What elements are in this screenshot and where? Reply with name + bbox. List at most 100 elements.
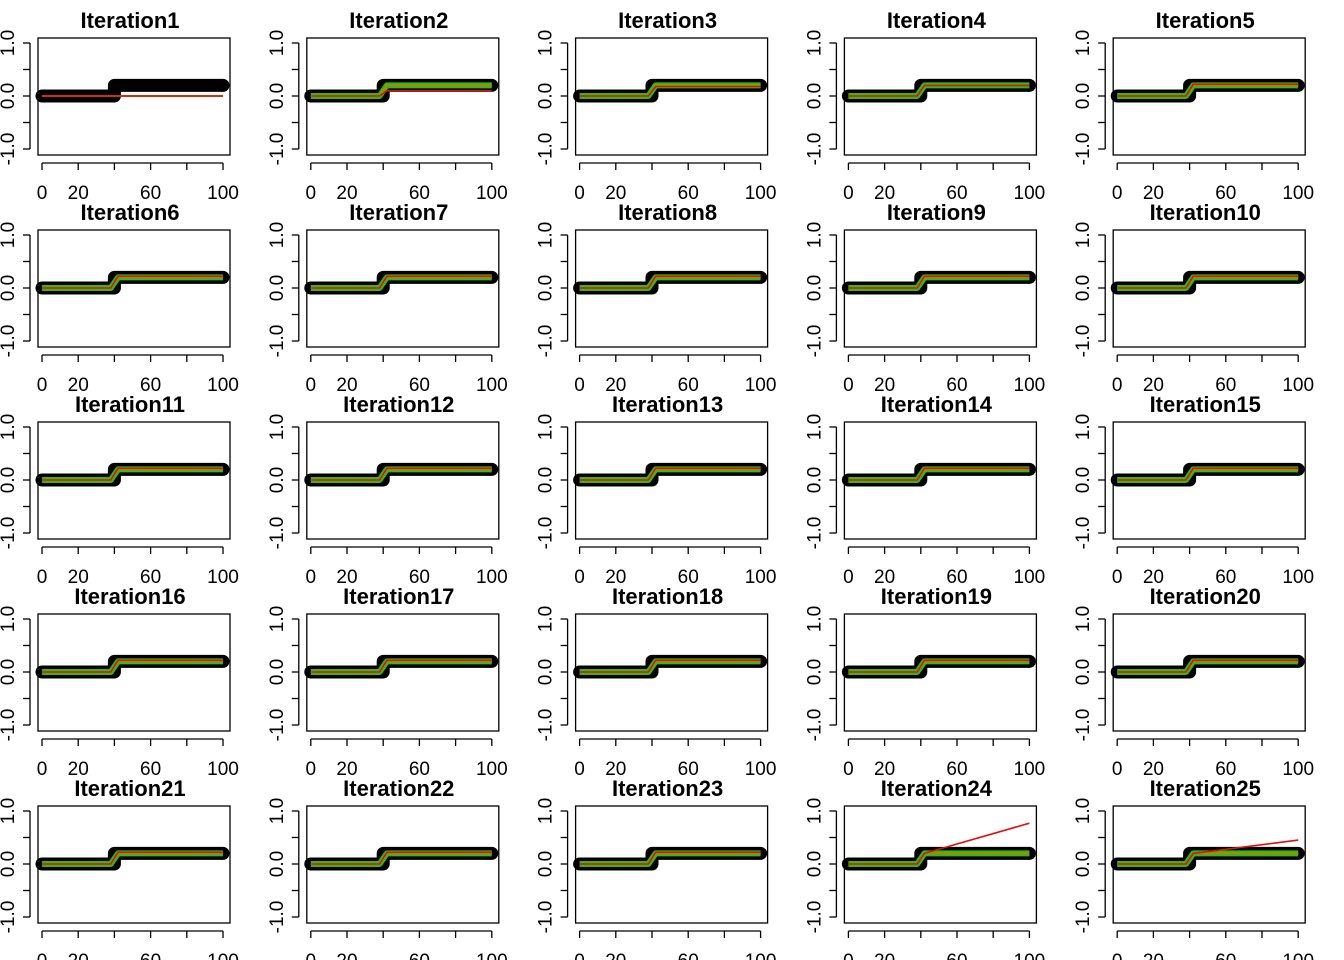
y-tick-label: 0.0 (0, 467, 19, 493)
x-tick-label: 0 (37, 759, 48, 780)
x-tick-label: 20 (1143, 375, 1164, 396)
y-tick-label: 1.0 (267, 414, 288, 440)
x-tick-label: 20 (1143, 567, 1164, 588)
x-tick-label: 60 (140, 375, 161, 396)
fit-line (579, 85, 761, 97)
x-tick-label: 60 (409, 759, 430, 780)
x-tick-label: 60 (946, 183, 967, 204)
x-tick-label: 0 (843, 375, 854, 396)
fit-line (310, 89, 492, 97)
y-tick-label: -1.0 (1073, 901, 1094, 934)
fit-line (310, 659, 492, 673)
y-tick-label: 1.0 (536, 222, 557, 248)
plot-panel: Iteration4 -1.0 0.0 1.0 0 20 60 100 (804, 8, 1045, 204)
x-tick-label: 100 (1282, 567, 1314, 588)
x-tick-label: 100 (745, 759, 777, 780)
x-tick-label: 60 (678, 567, 699, 588)
plot-panel: Iteration10 -1.0 0.0 1.0 0 20 60 100 (1073, 200, 1314, 396)
x-tick-label: 20 (605, 951, 626, 960)
y-tick-label: -1.0 (267, 517, 288, 550)
x-tick-label: 20 (874, 759, 895, 780)
plot-panel: Iteration6 -1.0 0.0 1.0 0 20 60 100 (0, 200, 239, 396)
y-tick-label: 0.0 (536, 275, 557, 301)
x-tick-label: 20 (68, 183, 89, 204)
x-tick-label: 20 (874, 567, 895, 588)
y-tick-label: 0.0 (536, 83, 557, 109)
plot-panel: Iteration19 -1.0 0.0 1.0 0 20 60 100 (804, 584, 1045, 780)
x-tick-label: 20 (336, 567, 357, 588)
x-tick-label: 60 (409, 183, 430, 204)
x-tick-label: 0 (843, 567, 854, 588)
fit-line (42, 275, 223, 289)
panel-title: Iteration4 (887, 8, 987, 33)
x-tick-label: 60 (678, 951, 699, 960)
x-tick-label: 60 (409, 567, 430, 588)
x-tick-label: 60 (1215, 567, 1236, 588)
plot-panel: Iteration23 -1.0 0.0 1.0 0 20 60 100 (536, 776, 777, 960)
x-tick-label: 60 (946, 951, 967, 960)
x-tick-label: 60 (1215, 951, 1236, 960)
y-tick-label: 0.0 (267, 659, 288, 685)
y-tick-label: 1.0 (267, 222, 288, 248)
panel-title: Iteration21 (74, 776, 185, 801)
y-tick-label: 1.0 (536, 414, 557, 440)
y-tick-label: 1.0 (804, 222, 825, 248)
data-points-band (35, 78, 230, 103)
panel-title: Iteration11 (75, 392, 185, 417)
panel-title: Iteration8 (618, 200, 717, 225)
panel-title: Iteration5 (1156, 8, 1255, 33)
panel-title: Iteration14 (881, 392, 993, 417)
y-tick-label: 0.0 (536, 467, 557, 493)
x-tick-label: 60 (1215, 183, 1236, 204)
x-tick-label: 100 (745, 951, 777, 960)
y-tick-label: -1.0 (804, 901, 825, 934)
plot-panel: Iteration24 -1.0 0.0 1.0 0 20 60 100 (804, 776, 1045, 960)
y-tick-label: 0.0 (0, 851, 19, 877)
x-tick-label: 20 (605, 375, 626, 396)
fit-line (1117, 275, 1299, 289)
plot-panel: Iteration1 -1.0 0.0 1.0 0 20 60 100 (0, 8, 239, 204)
y-tick-label: 0.0 (804, 275, 825, 301)
y-tick-label: 0.0 (267, 83, 288, 109)
x-tick-label: 0 (306, 375, 317, 396)
y-tick-label: -1.0 (536, 709, 557, 742)
panel-title: Iteration7 (349, 200, 448, 225)
fit-line (1117, 467, 1299, 481)
y-tick-label: 1.0 (1073, 798, 1094, 824)
x-tick-label: 20 (68, 375, 89, 396)
x-tick-label: 100 (745, 375, 777, 396)
x-tick-label: 100 (207, 759, 239, 780)
y-tick-label: -1.0 (267, 901, 288, 934)
x-tick-label: 20 (874, 951, 895, 960)
fit-line (310, 851, 492, 865)
x-tick-label: 0 (843, 183, 854, 204)
y-tick-label: 1.0 (0, 222, 19, 248)
fit-line (848, 275, 1030, 289)
plot-panel: Iteration8 -1.0 0.0 1.0 0 20 60 100 (536, 200, 777, 396)
y-tick-label: 0.0 (1073, 83, 1094, 109)
y-tick-label: 1.0 (1073, 606, 1094, 632)
y-tick-label: 0.0 (804, 659, 825, 685)
x-tick-label: 60 (678, 183, 699, 204)
y-tick-label: 0.0 (804, 467, 825, 493)
y-tick-label: 1.0 (804, 798, 825, 824)
x-tick-label: 0 (1112, 759, 1123, 780)
y-tick-label: 1.0 (804, 414, 825, 440)
x-tick-label: 100 (476, 375, 508, 396)
x-tick-label: 0 (1112, 375, 1123, 396)
y-tick-label: -1.0 (536, 133, 557, 166)
plot-panel: Iteration5 -1.0 0.0 1.0 0 20 60 100 (1073, 8, 1314, 204)
y-tick-label: -1.0 (0, 517, 19, 550)
fit-line (310, 467, 492, 481)
y-tick-label: 1.0 (0, 414, 19, 440)
plot-panel: Iteration20 -1.0 0.0 1.0 0 20 60 100 (1073, 584, 1314, 780)
y-tick-label: 0.0 (267, 275, 288, 301)
x-tick-label: 60 (678, 759, 699, 780)
y-tick-label: 0.0 (267, 467, 288, 493)
y-tick-label: 1.0 (267, 30, 288, 56)
x-tick-label: 60 (140, 183, 161, 204)
fit-line (848, 84, 1030, 97)
x-tick-label: 100 (207, 375, 239, 396)
y-tick-label: 1.0 (0, 30, 19, 56)
x-tick-label: 0 (37, 375, 48, 396)
